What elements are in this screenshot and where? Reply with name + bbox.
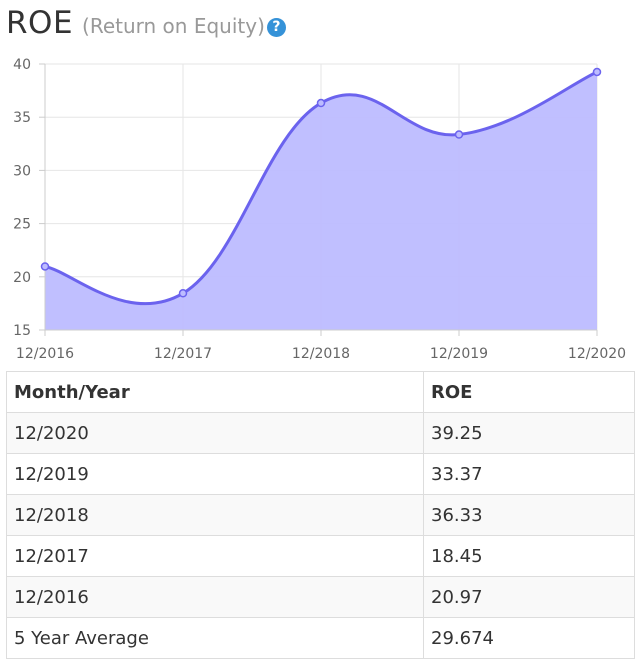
column-header-roe: ROE: [423, 371, 635, 413]
line-layer: [44, 70, 598, 306]
cell-month-year: 12/2020: [6, 412, 424, 454]
cell-roe: 18.45: [423, 535, 635, 577]
y-tick-label: 40: [13, 57, 31, 73]
points-layer: [40, 67, 602, 298]
axis-layer: [39, 63, 598, 336]
y-tick-label: 25: [13, 217, 31, 233]
data-point: [40, 262, 50, 271]
labels-layer: 15 20 25 30 35 40 12/2016 12/2017 12/2018 12/2019…: [13, 57, 626, 362]
table-row: 12/2020 39.25: [6, 412, 635, 454]
x-tick-label: 12/2019: [430, 346, 488, 362]
data-point: [178, 289, 188, 298]
roe-data-table: Month/Year ROE 12/2020 39.25 12/2019 33.…: [6, 371, 635, 659]
column-header-month-year: Month/Year: [6, 371, 424, 413]
table-row: 12/2017 18.45: [6, 535, 635, 577]
y-tick-label: 30: [13, 163, 31, 179]
cell-roe: 36.33: [423, 494, 635, 536]
table-row: 12/2018 36.33: [6, 494, 635, 536]
x-tick-label: 12/2018: [292, 346, 350, 362]
cell-roe: 39.25: [423, 412, 635, 454]
cell-month-year: 12/2018: [6, 494, 424, 536]
data-point: [316, 98, 326, 108]
x-tick-label: 12/2017: [154, 346, 212, 362]
cell-roe: 29.674: [423, 617, 635, 659]
page-title: ROE: [6, 5, 74, 41]
x-tick-label: 12/2020: [568, 346, 626, 362]
chart-header: ROE (Return on Equity) ?: [6, 5, 286, 49]
cell-month-year: 5 Year Average: [6, 617, 424, 659]
x-tick-label: 12/2016: [16, 346, 74, 362]
area-layer: [45, 71, 597, 331]
cell-month-year: 12/2019: [6, 453, 424, 495]
table-row: 12/2016 20.97: [6, 576, 635, 618]
table-row: 12/2019 33.37: [6, 453, 635, 495]
data-point: [592, 67, 602, 77]
series-area-fill: [45, 71, 597, 331]
series-line: [44, 70, 598, 306]
question-circle-icon[interactable]: ?: [266, 18, 286, 37]
cell-month-year: 12/2017: [6, 535, 424, 577]
table-row: 5 Year Average 29.674: [6, 617, 635, 659]
roe-area-chart: 15 20 25 30 35 40 12/2016 12/2017 12/2018 12/2019…: [13, 57, 626, 362]
cell-roe: 20.97: [423, 576, 635, 618]
cell-month-year: 12/2016: [6, 576, 424, 618]
page-subtitle: (Return on Equity): [82, 14, 265, 38]
cell-roe: 33.37: [423, 453, 635, 495]
data-point: [454, 130, 464, 139]
y-tick-label: 20: [13, 270, 31, 286]
table-header-row: Month/Year ROE: [6, 371, 635, 413]
y-tick-label: 15: [13, 323, 31, 339]
y-tick-label: 35: [13, 110, 31, 126]
